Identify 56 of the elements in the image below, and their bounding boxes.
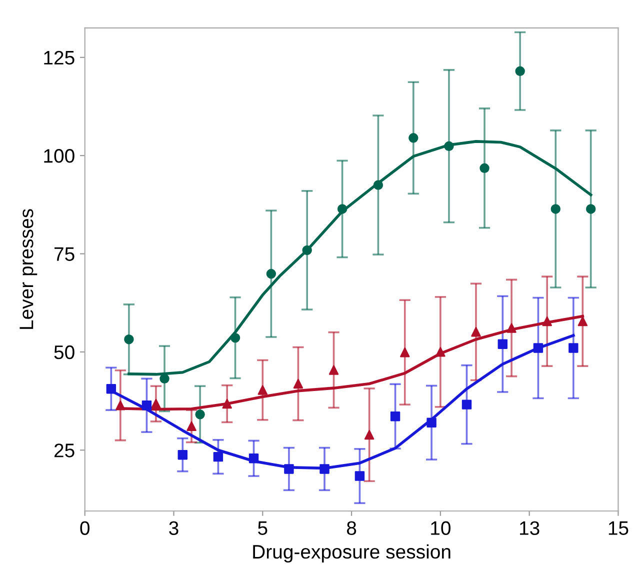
point <box>506 323 516 333</box>
point <box>586 204 596 214</box>
y-axis-title: Lever presses <box>20 209 38 329</box>
y-tick-label: 100 <box>44 149 74 163</box>
point <box>426 418 436 428</box>
point <box>328 365 339 375</box>
point <box>195 410 205 420</box>
x-tick-label: 0 <box>80 521 90 535</box>
x-tick-label: 15 <box>608 521 628 535</box>
point <box>444 141 454 152</box>
point <box>248 454 259 464</box>
point <box>320 464 330 474</box>
point <box>302 245 312 256</box>
point <box>400 347 410 358</box>
point <box>124 334 134 344</box>
point <box>151 398 161 409</box>
x-tick-label: 5 <box>258 521 268 535</box>
x-tick-label: 3 <box>169 521 178 535</box>
y-tick-label: 50 <box>54 345 74 360</box>
point <box>480 163 490 174</box>
point <box>471 327 481 337</box>
point <box>390 411 400 422</box>
point <box>533 343 544 353</box>
y-tick-label: 75 <box>54 247 74 261</box>
point <box>266 268 276 279</box>
point <box>515 66 525 76</box>
x-tick-label: 13 <box>520 521 540 535</box>
point <box>186 421 196 432</box>
point <box>578 316 588 326</box>
point <box>160 374 170 384</box>
point <box>222 398 232 409</box>
point <box>408 133 418 143</box>
point <box>258 385 268 395</box>
point <box>498 339 508 349</box>
point <box>178 450 188 460</box>
x-tick-label: 10 <box>431 521 450 535</box>
point <box>337 204 348 214</box>
point <box>568 343 578 353</box>
point <box>542 316 552 326</box>
point <box>550 204 560 214</box>
point <box>106 384 116 394</box>
point <box>293 378 304 389</box>
point <box>354 471 365 481</box>
point <box>284 464 294 474</box>
point <box>364 430 374 440</box>
y-tick-label: 125 <box>44 50 74 65</box>
x-tick-label: 8 <box>346 521 356 535</box>
x-axis-title: Drug-exposure session <box>253 544 450 563</box>
point <box>213 452 224 462</box>
y-tick-label: 25 <box>54 444 74 458</box>
point <box>116 400 126 410</box>
point <box>462 400 472 410</box>
point <box>142 400 152 410</box>
point <box>373 180 384 190</box>
point <box>436 347 446 357</box>
point <box>230 332 240 343</box>
